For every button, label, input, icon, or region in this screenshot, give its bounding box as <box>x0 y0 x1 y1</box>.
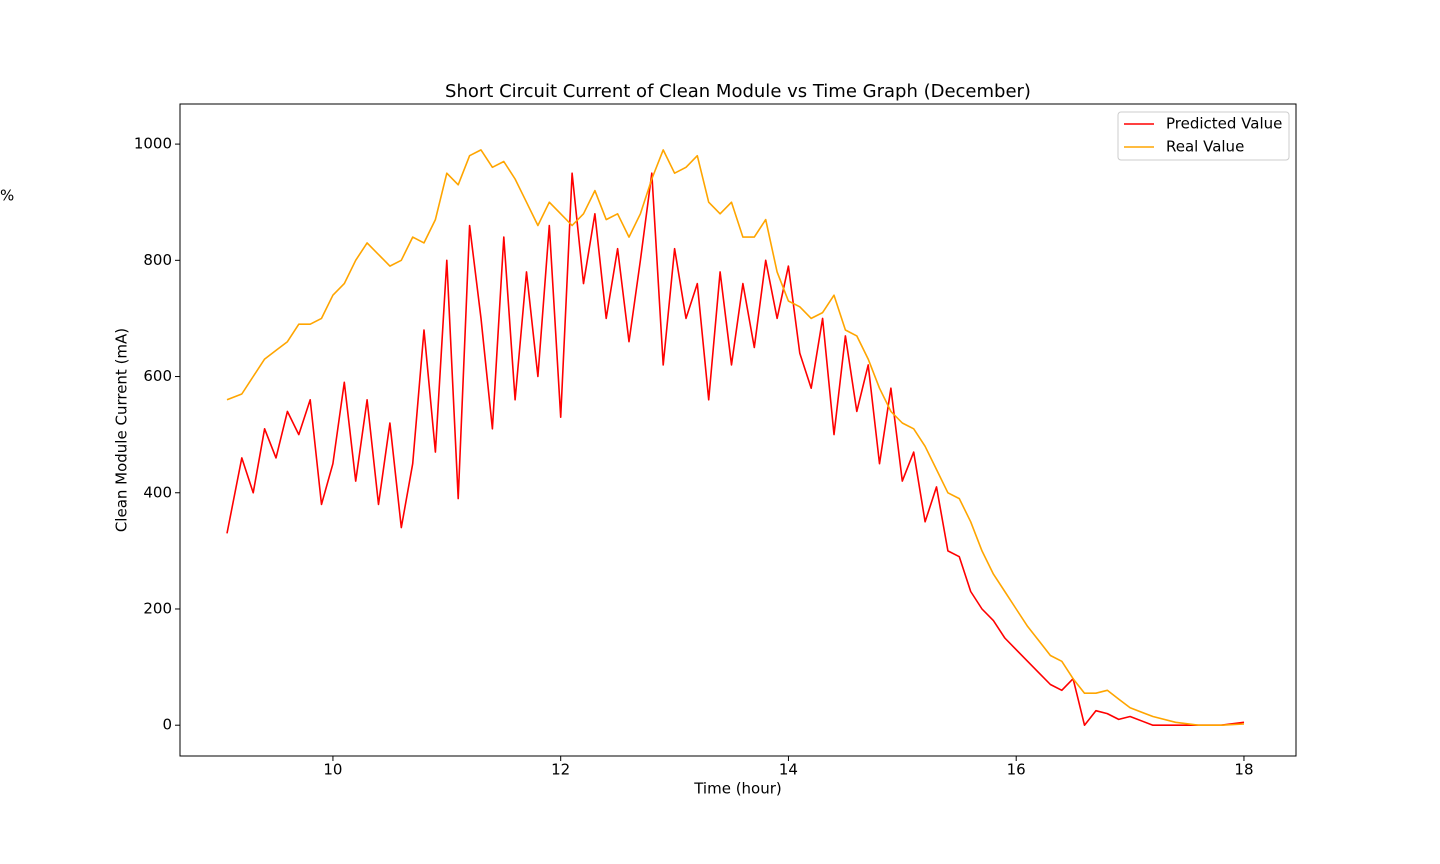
y-tick-label: 200 <box>143 599 172 617</box>
plot-frame <box>179 103 1297 757</box>
y-tick-label: 600 <box>143 367 172 385</box>
series-line <box>226 149 1245 726</box>
x-axis-label: Time (hour) <box>693 780 782 798</box>
y-tick-label: 400 <box>143 483 172 501</box>
annotation: % <box>0 187 14 205</box>
x-tick-label: 14 <box>779 761 798 779</box>
chart-title: Short Circuit Current of Clean Module vs… <box>445 81 1031 102</box>
y-tick-label: 0 <box>162 716 172 734</box>
x-tick-label: 12 <box>551 761 570 779</box>
x-tick-label: 16 <box>1007 761 1026 779</box>
y-axis-label: Clean Module Current (mA) <box>113 328 131 532</box>
legend-label: Predicted Value <box>1166 115 1282 133</box>
y-tick-label: 1000 <box>134 135 172 153</box>
series-line <box>226 172 1245 726</box>
x-tick-label: 18 <box>1234 761 1253 779</box>
y-tick-label: 800 <box>143 251 172 269</box>
legend-box <box>1117 111 1290 161</box>
x-tick-label: 10 <box>323 761 342 779</box>
legend-label: Real Value <box>1166 138 1244 156</box>
